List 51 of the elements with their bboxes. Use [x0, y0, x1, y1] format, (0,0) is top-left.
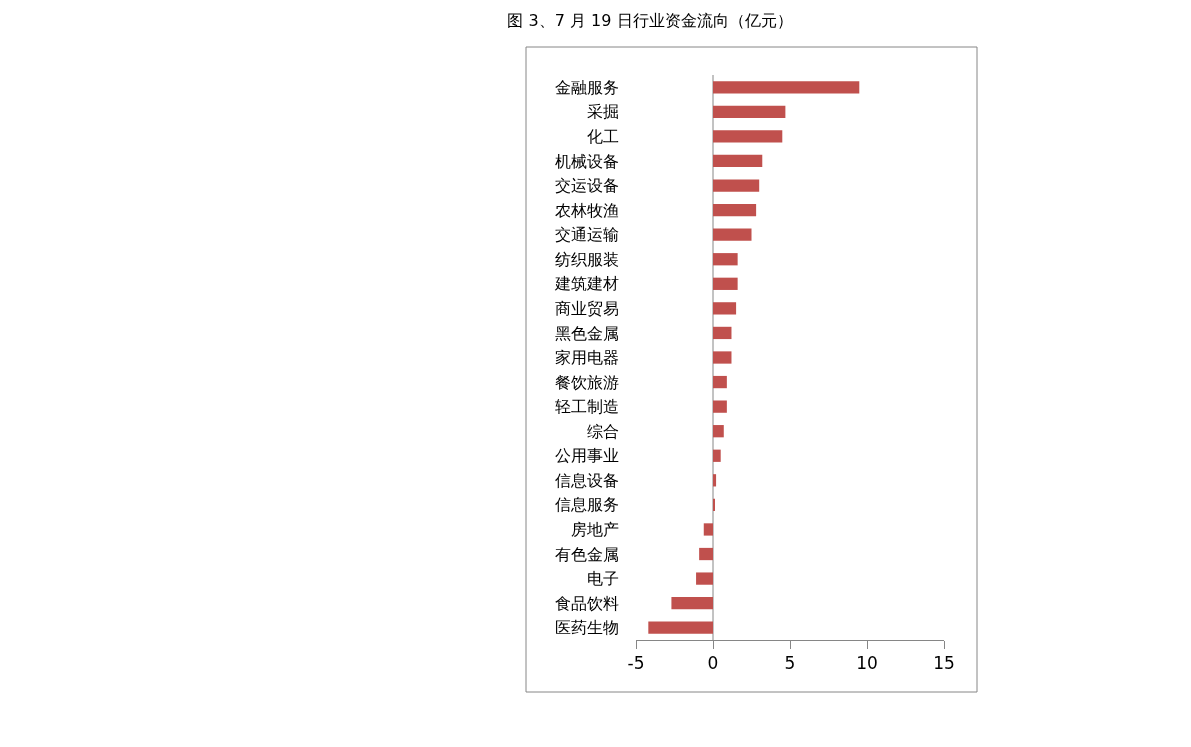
bar: [713, 400, 727, 413]
bar: [713, 154, 763, 168]
bar: [713, 474, 717, 487]
bar: [713, 228, 752, 241]
y-tick-label: 医药生物: [555, 618, 619, 638]
y-tick-label: 商业贸易: [555, 298, 619, 318]
y-tick-label: 黑色金属: [555, 323, 619, 343]
bar: [648, 621, 713, 634]
bar: [671, 597, 713, 610]
y-tick-label: 信息服务: [555, 495, 619, 515]
y-tick-label: 有色金属: [555, 544, 619, 564]
x-tick-label: 10: [856, 653, 878, 674]
y-tick-label: 建筑建材: [554, 274, 619, 294]
y-tick-label: 餐饮旅游: [555, 372, 619, 392]
x-tick-label: -5: [627, 653, 645, 674]
y-tick-label: 房地产: [571, 520, 619, 540]
y-tick-label: 化工: [587, 127, 619, 147]
bar: [696, 572, 713, 585]
bar: [713, 253, 738, 266]
bar: [713, 81, 860, 94]
y-tick-label: 信息设备: [555, 470, 619, 490]
x-tick-label: 15: [933, 653, 955, 674]
y-tick-label: 农林牧渔: [555, 200, 619, 220]
bar: [713, 375, 727, 389]
y-tick-label: 家用电器: [555, 348, 619, 368]
bar: [713, 326, 732, 340]
bar: [703, 523, 713, 536]
y-tick-label: 食品饮料: [555, 593, 619, 613]
y-tick-label: 电子: [587, 569, 619, 589]
bar: [713, 425, 724, 438]
y-tick-label: 公用事业: [555, 446, 619, 466]
bar: [713, 351, 732, 364]
x-tick-label: 0: [707, 653, 719, 674]
bar: [713, 179, 760, 192]
y-tick-label: 交通运输: [555, 225, 619, 245]
bar: [713, 105, 786, 118]
bar: [713, 449, 721, 462]
y-tick-label: 综合: [587, 421, 619, 441]
bar: [713, 130, 783, 143]
y-tick-label: 轻工制造: [555, 397, 619, 417]
y-tick-label: 纺织服装: [555, 249, 619, 269]
x-tick-label: 5: [784, 653, 796, 674]
bar: [713, 203, 757, 217]
y-tick-label: 金融服务: [555, 77, 619, 97]
y-tick-label: 采掘: [587, 102, 619, 122]
y-tick-label: 机械设备: [555, 151, 619, 171]
chart-title: 图 3、7 月 19 日行业资金流向（亿元）: [507, 10, 793, 30]
bar: [713, 277, 738, 290]
bar: [699, 547, 713, 561]
y-tick-label: 交运设备: [555, 176, 619, 196]
bar: [713, 302, 737, 315]
